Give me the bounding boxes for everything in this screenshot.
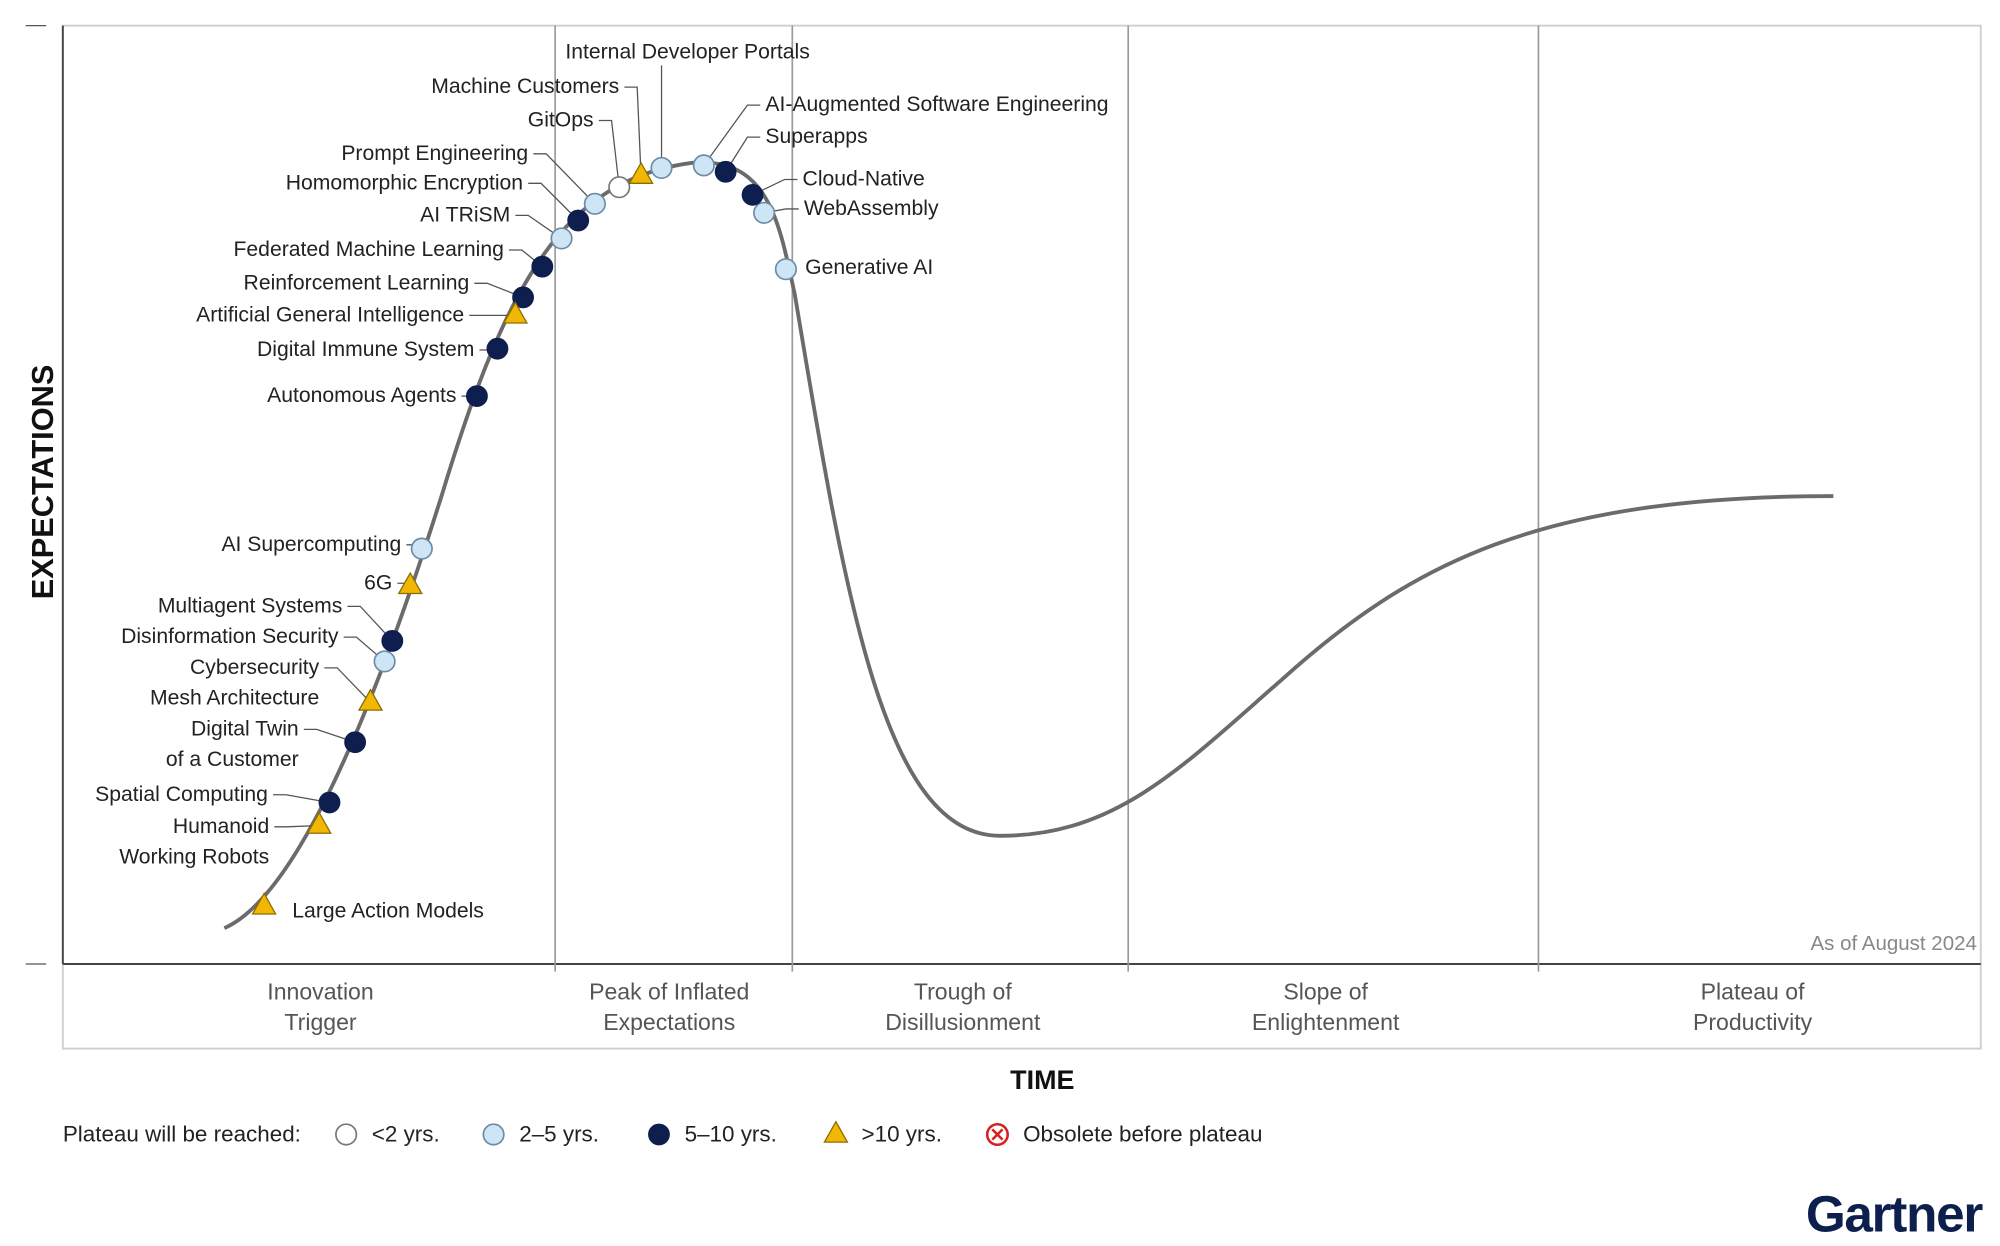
- obsolete-ring: [985, 1122, 1009, 1147]
- technology-marker: [251, 892, 277, 915]
- technology-marker: [753, 201, 776, 224]
- legend-title: Plateau will be reached:: [63, 1122, 301, 1147]
- technology-marker: [512, 286, 534, 309]
- leader-line: [528, 182, 579, 221]
- legend-symbol: [648, 1123, 670, 1146]
- brand-logo: Gartner: [1806, 1185, 1984, 1242]
- leader-line: [703, 104, 761, 166]
- leader-line: [303, 728, 356, 743]
- technology-marker: [774, 258, 797, 281]
- leader-line: [725, 136, 761, 173]
- technology-label: AI-Augmented Software Engineering: [765, 93, 1108, 116]
- leader-line: [343, 636, 386, 662]
- technology-marker: [486, 337, 509, 360]
- leader-line: [598, 119, 620, 188]
- technology-marker: [628, 161, 654, 184]
- legend-symbol: [482, 1123, 505, 1146]
- technology-marker: [318, 791, 341, 814]
- technology-label: Superapps: [765, 125, 867, 148]
- leader-line: [273, 794, 330, 804]
- phase-label: Innovation Trigger: [267, 979, 373, 1036]
- technology-label: AI Supercomputing: [221, 532, 401, 555]
- technology-marker: [583, 192, 606, 215]
- technology-label: Large Action Models: [292, 899, 484, 922]
- technology-label: Digital Twin of a Customer: [166, 717, 299, 771]
- technology-label: Spatial Computing: [95, 782, 268, 805]
- technology-marker: [306, 811, 332, 834]
- technology-label: Autonomous Agents: [267, 384, 456, 407]
- technology-marker: [714, 160, 737, 183]
- leader-line: [624, 86, 642, 176]
- technology-marker: [357, 688, 384, 711]
- technology-label: Disinformation Security: [121, 625, 339, 648]
- technology-label: Federated Machine Learning: [234, 238, 504, 261]
- technology-marker: [741, 183, 764, 206]
- technology-marker: [567, 209, 590, 232]
- technology-label: Prompt Engineering: [341, 141, 528, 164]
- technology-marker: [381, 630, 404, 652]
- phase-label: Plateau of Productivity: [1693, 979, 1813, 1036]
- legend-label: 2–5 yrs.: [519, 1122, 599, 1147]
- technology-marker: [650, 156, 673, 180]
- leader-line: [324, 667, 371, 703]
- y-axis-label: EXPECTATIONS: [25, 365, 60, 600]
- legend-symbol: [985, 1122, 1009, 1147]
- legend-symbol: [335, 1123, 358, 1146]
- technology-label: GitOps: [528, 108, 594, 131]
- obsolete-cross: [991, 1128, 1004, 1141]
- technology-label: Cloud-Native: [803, 167, 925, 190]
- legend-label: Obsolete before plateau: [1023, 1122, 1262, 1147]
- technology-label: Cybersecurity Mesh Architecture: [150, 655, 320, 709]
- technology-marker: [608, 176, 631, 199]
- leader-line: [752, 178, 798, 196]
- technology-label: 6G: [364, 571, 392, 594]
- phase-label: Trough of Disillusionment: [885, 979, 1041, 1036]
- technology-marker: [550, 227, 573, 250]
- leader-line: [274, 824, 320, 828]
- technology-marker: [466, 385, 488, 408]
- technology-label: Homomorphic Encryption: [286, 171, 523, 194]
- phase-label: Slope of Enlightenment: [1252, 979, 1400, 1036]
- technology-label: Internal Developer Portals: [565, 40, 809, 63]
- leader-line: [515, 214, 562, 239]
- phase-label: Peak of Inflated Expectations: [589, 979, 749, 1036]
- technology-label: Machine Customers: [431, 75, 619, 98]
- technology-marker: [502, 301, 529, 324]
- technology-label: Digital Immune System: [257, 338, 474, 361]
- leader-line: [347, 605, 393, 642]
- legend-label: >10 yrs.: [862, 1122, 942, 1147]
- technology-label: Multiagent Systems: [158, 594, 342, 617]
- technology-label: Reinforcement Learning: [244, 271, 470, 294]
- leader-line: [533, 153, 596, 205]
- legend-symbol: [823, 1120, 849, 1143]
- hype-curve: [223, 160, 1834, 930]
- technology-marker: [692, 154, 715, 177]
- technology-marker: [373, 650, 396, 673]
- technology-label: AI TRiSM: [420, 203, 510, 226]
- technology-marker: [531, 255, 554, 278]
- technology-label: WebAssembly: [804, 197, 939, 220]
- legend-label: 5–10 yrs.: [685, 1122, 777, 1147]
- technology-label: Humanoid Working Robots: [119, 814, 269, 868]
- leader-line: [474, 282, 524, 298]
- technology-label: Generative AI: [805, 256, 933, 279]
- legend-label: <2 yrs.: [372, 1122, 440, 1147]
- technology-marker: [410, 537, 433, 560]
- date-note: As of August 2024: [1811, 932, 1977, 955]
- technology-marker: [397, 571, 423, 595]
- technology-label: Artificial General Intelligence: [196, 303, 464, 326]
- technology-marker: [344, 731, 367, 754]
- x-axis-label: TIME: [1010, 1065, 1074, 1095]
